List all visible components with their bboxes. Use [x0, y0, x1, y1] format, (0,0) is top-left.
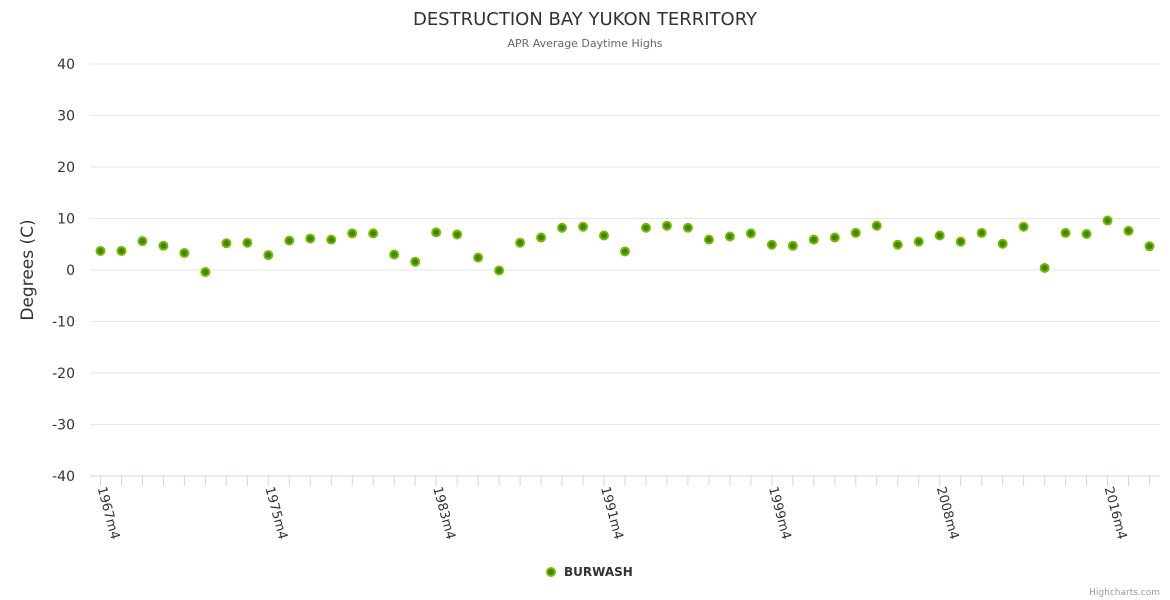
- data-point[interactable]: [703, 234, 714, 245]
- data-point[interactable]: [640, 222, 651, 233]
- data-point[interactable]: [242, 237, 253, 248]
- data-point[interactable]: [410, 256, 421, 267]
- chart-title: DESTRUCTION BAY YUKON TERRITORY: [413, 9, 758, 30]
- chart-subtitle: APR Average Daytime Highs: [507, 37, 662, 50]
- data-point[interactable]: [934, 230, 945, 241]
- y-tick-label: -10: [52, 315, 75, 331]
- data-point[interactable]: [1144, 241, 1155, 252]
- data-point[interactable]: [578, 221, 589, 232]
- data-point[interactable]: [347, 228, 358, 239]
- credits-link[interactable]: Highcharts.com: [1089, 588, 1160, 598]
- data-point[interactable]: [850, 227, 861, 238]
- x-tick-label: 1983m4: [429, 485, 457, 541]
- data-point[interactable]: [200, 267, 211, 278]
- data-point[interactable]: [284, 235, 295, 246]
- data-point[interactable]: [452, 229, 463, 240]
- data-point[interactable]: [95, 245, 106, 256]
- data-point[interactable]: [515, 237, 526, 248]
- x-tick-label: 1967m4: [94, 485, 122, 541]
- data-point[interactable]: [1123, 225, 1134, 236]
- data-point[interactable]: [661, 220, 672, 231]
- y-tick-label: -40: [52, 469, 75, 485]
- data-point[interactable]: [158, 240, 169, 251]
- data-point[interactable]: [976, 227, 987, 238]
- legend-item-burwash[interactable]: BURWASH: [546, 565, 633, 579]
- data-point[interactable]: [179, 248, 190, 259]
- data-point[interactable]: [431, 227, 442, 238]
- data-point[interactable]: [997, 238, 1008, 249]
- data-point[interactable]: [1039, 262, 1050, 273]
- y-tick-label: 40: [57, 57, 75, 73]
- data-point[interactable]: [368, 228, 379, 239]
- y-tick-label: -20: [52, 366, 75, 382]
- data-point[interactable]: [787, 240, 798, 251]
- data-point[interactable]: [724, 231, 735, 242]
- y-tick-label: 20: [57, 160, 75, 176]
- data-point[interactable]: [1060, 227, 1071, 238]
- x-tick-label: 1999m4: [765, 485, 793, 541]
- data-point[interactable]: [137, 236, 148, 247]
- y-axis-title: Degrees (C): [18, 219, 38, 320]
- legend-marker: [546, 567, 556, 577]
- data-point[interactable]: [745, 228, 756, 239]
- data-point[interactable]: [808, 234, 819, 245]
- data-point[interactable]: [829, 232, 840, 243]
- data-point[interactable]: [221, 238, 232, 249]
- data-point[interactable]: [536, 232, 547, 243]
- x-tick-label: 2008m4: [933, 485, 961, 541]
- data-point[interactable]: [682, 222, 693, 233]
- x-tick-label: 1975m4: [261, 485, 289, 541]
- data-point[interactable]: [494, 265, 505, 276]
- data-point[interactable]: [766, 239, 777, 250]
- y-tick-label: 10: [57, 212, 75, 228]
- data-point[interactable]: [263, 250, 274, 261]
- data-point[interactable]: [473, 252, 484, 263]
- data-point[interactable]: [557, 222, 568, 233]
- y-tick-label: -30: [52, 418, 75, 434]
- data-point[interactable]: [1018, 221, 1029, 232]
- data-point[interactable]: [913, 236, 924, 247]
- x-tick-label: 1991m4: [597, 485, 625, 541]
- data-point[interactable]: [599, 230, 610, 241]
- data-point[interactable]: [1081, 228, 1092, 239]
- data-point[interactable]: [326, 234, 337, 245]
- data-point[interactable]: [305, 233, 316, 244]
- x-tick-label: 2016m4: [1101, 485, 1129, 541]
- data-point[interactable]: [892, 239, 903, 250]
- data-point[interactable]: [620, 246, 630, 257]
- data-point[interactable]: [389, 249, 400, 260]
- data-point[interactable]: [871, 220, 882, 231]
- data-point[interactable]: [116, 245, 127, 256]
- y-tick-label: 0: [66, 263, 75, 279]
- data-point[interactable]: [1102, 215, 1113, 226]
- legend-label: BURWASH: [564, 565, 633, 579]
- data-point[interactable]: [955, 236, 966, 247]
- y-tick-label: 30: [57, 109, 75, 125]
